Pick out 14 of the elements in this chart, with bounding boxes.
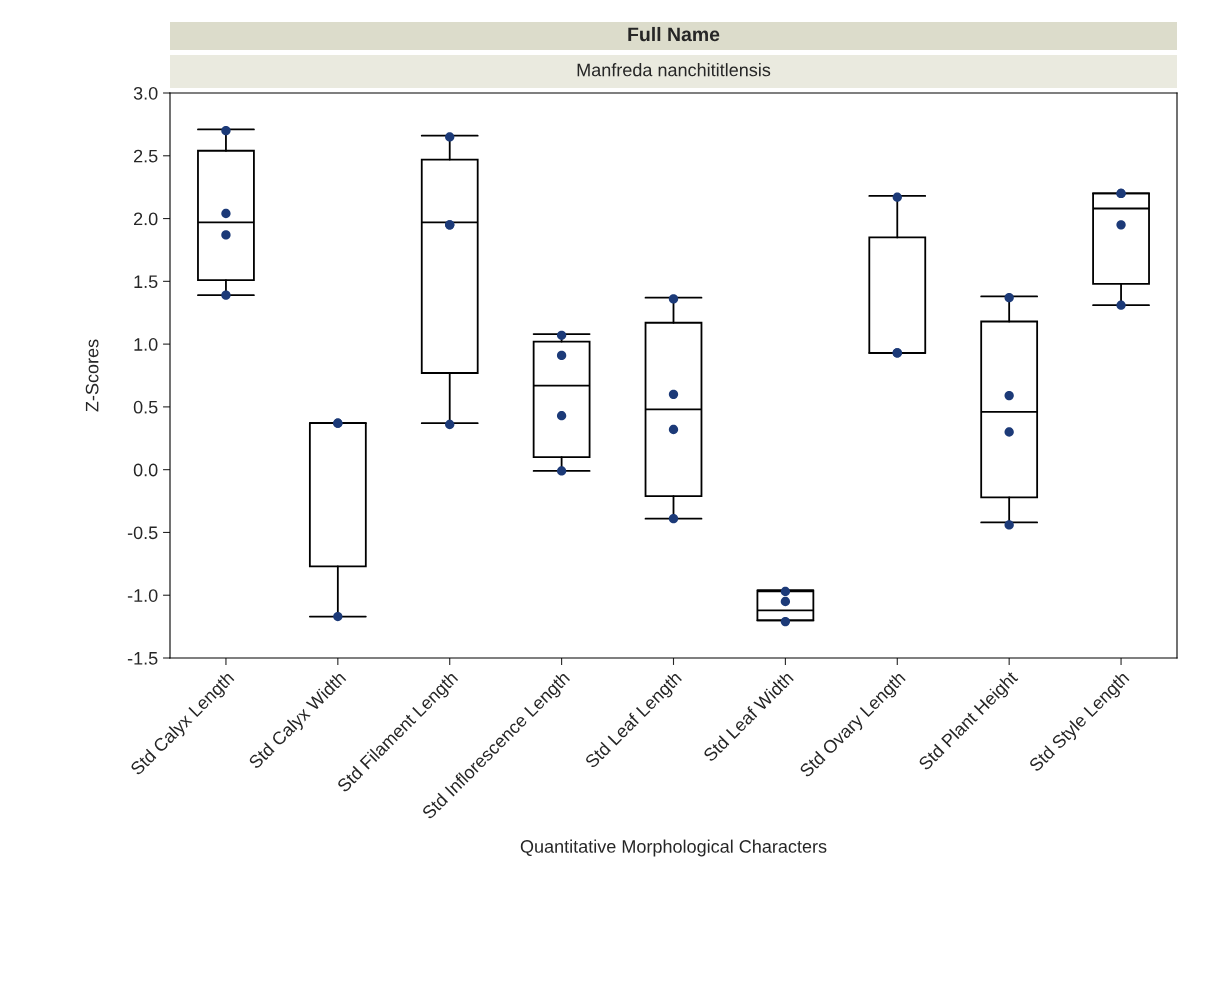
y-tick-label: 2.5 <box>134 149 158 163</box>
y-tick-label: 2.0 <box>134 212 158 226</box>
y-tick-label: -1.0 <box>127 589 158 602</box>
y-tick-label: 3.0 <box>133 86 158 100</box>
x-axis-title: Quantitative Morphological Characters <box>520 839 827 857</box>
y-tick-label: -1.5 <box>127 652 158 665</box>
y-tick-label: -0.5 <box>127 526 158 540</box>
y-tick-label: 1.0 <box>134 338 158 351</box>
chart-title: Full Name <box>628 26 720 42</box>
chart-subtitle: Manfreda nanchititlensis <box>577 63 771 77</box>
y-tick-label: 1.5 <box>134 275 158 289</box>
y-tick-label: 0.0 <box>133 463 158 477</box>
y-axis-title: Z-Scores <box>85 339 99 412</box>
y-tick-label: 0.5 <box>133 400 158 414</box>
